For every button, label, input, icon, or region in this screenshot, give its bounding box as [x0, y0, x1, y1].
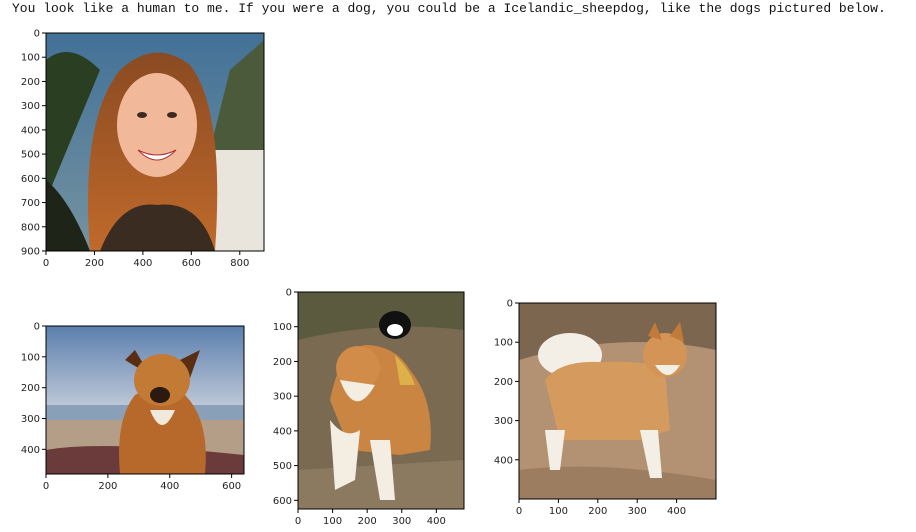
y-tick-label: 300	[21, 101, 40, 112]
human-photo	[46, 33, 264, 251]
x-tick-label: 200	[85, 258, 104, 269]
y-tick-label: 500	[21, 150, 40, 161]
y-tick-label: 200	[21, 77, 40, 88]
y-tick-label: 900	[21, 247, 40, 258]
human-image-axis: 0 200 400 600 800 0 100 200 300 400 500 600 700 800 90…	[21, 29, 249, 270]
x-tick-label: 600	[182, 258, 201, 269]
y-tick-label: 700	[21, 198, 40, 209]
y-tick-label: 800	[21, 222, 40, 233]
x-tick-label: 400	[133, 258, 152, 269]
x-tick-label: 0	[43, 258, 49, 269]
y-tick-label: 100	[21, 53, 40, 64]
y-tick-label: 0	[34, 29, 40, 40]
y-tick-label: 600	[21, 174, 40, 185]
prediction-caption: You look like a human to me. If you were…	[12, 1, 886, 16]
y-tick-label: 400	[21, 125, 40, 136]
x-tick-label: 800	[230, 258, 249, 269]
